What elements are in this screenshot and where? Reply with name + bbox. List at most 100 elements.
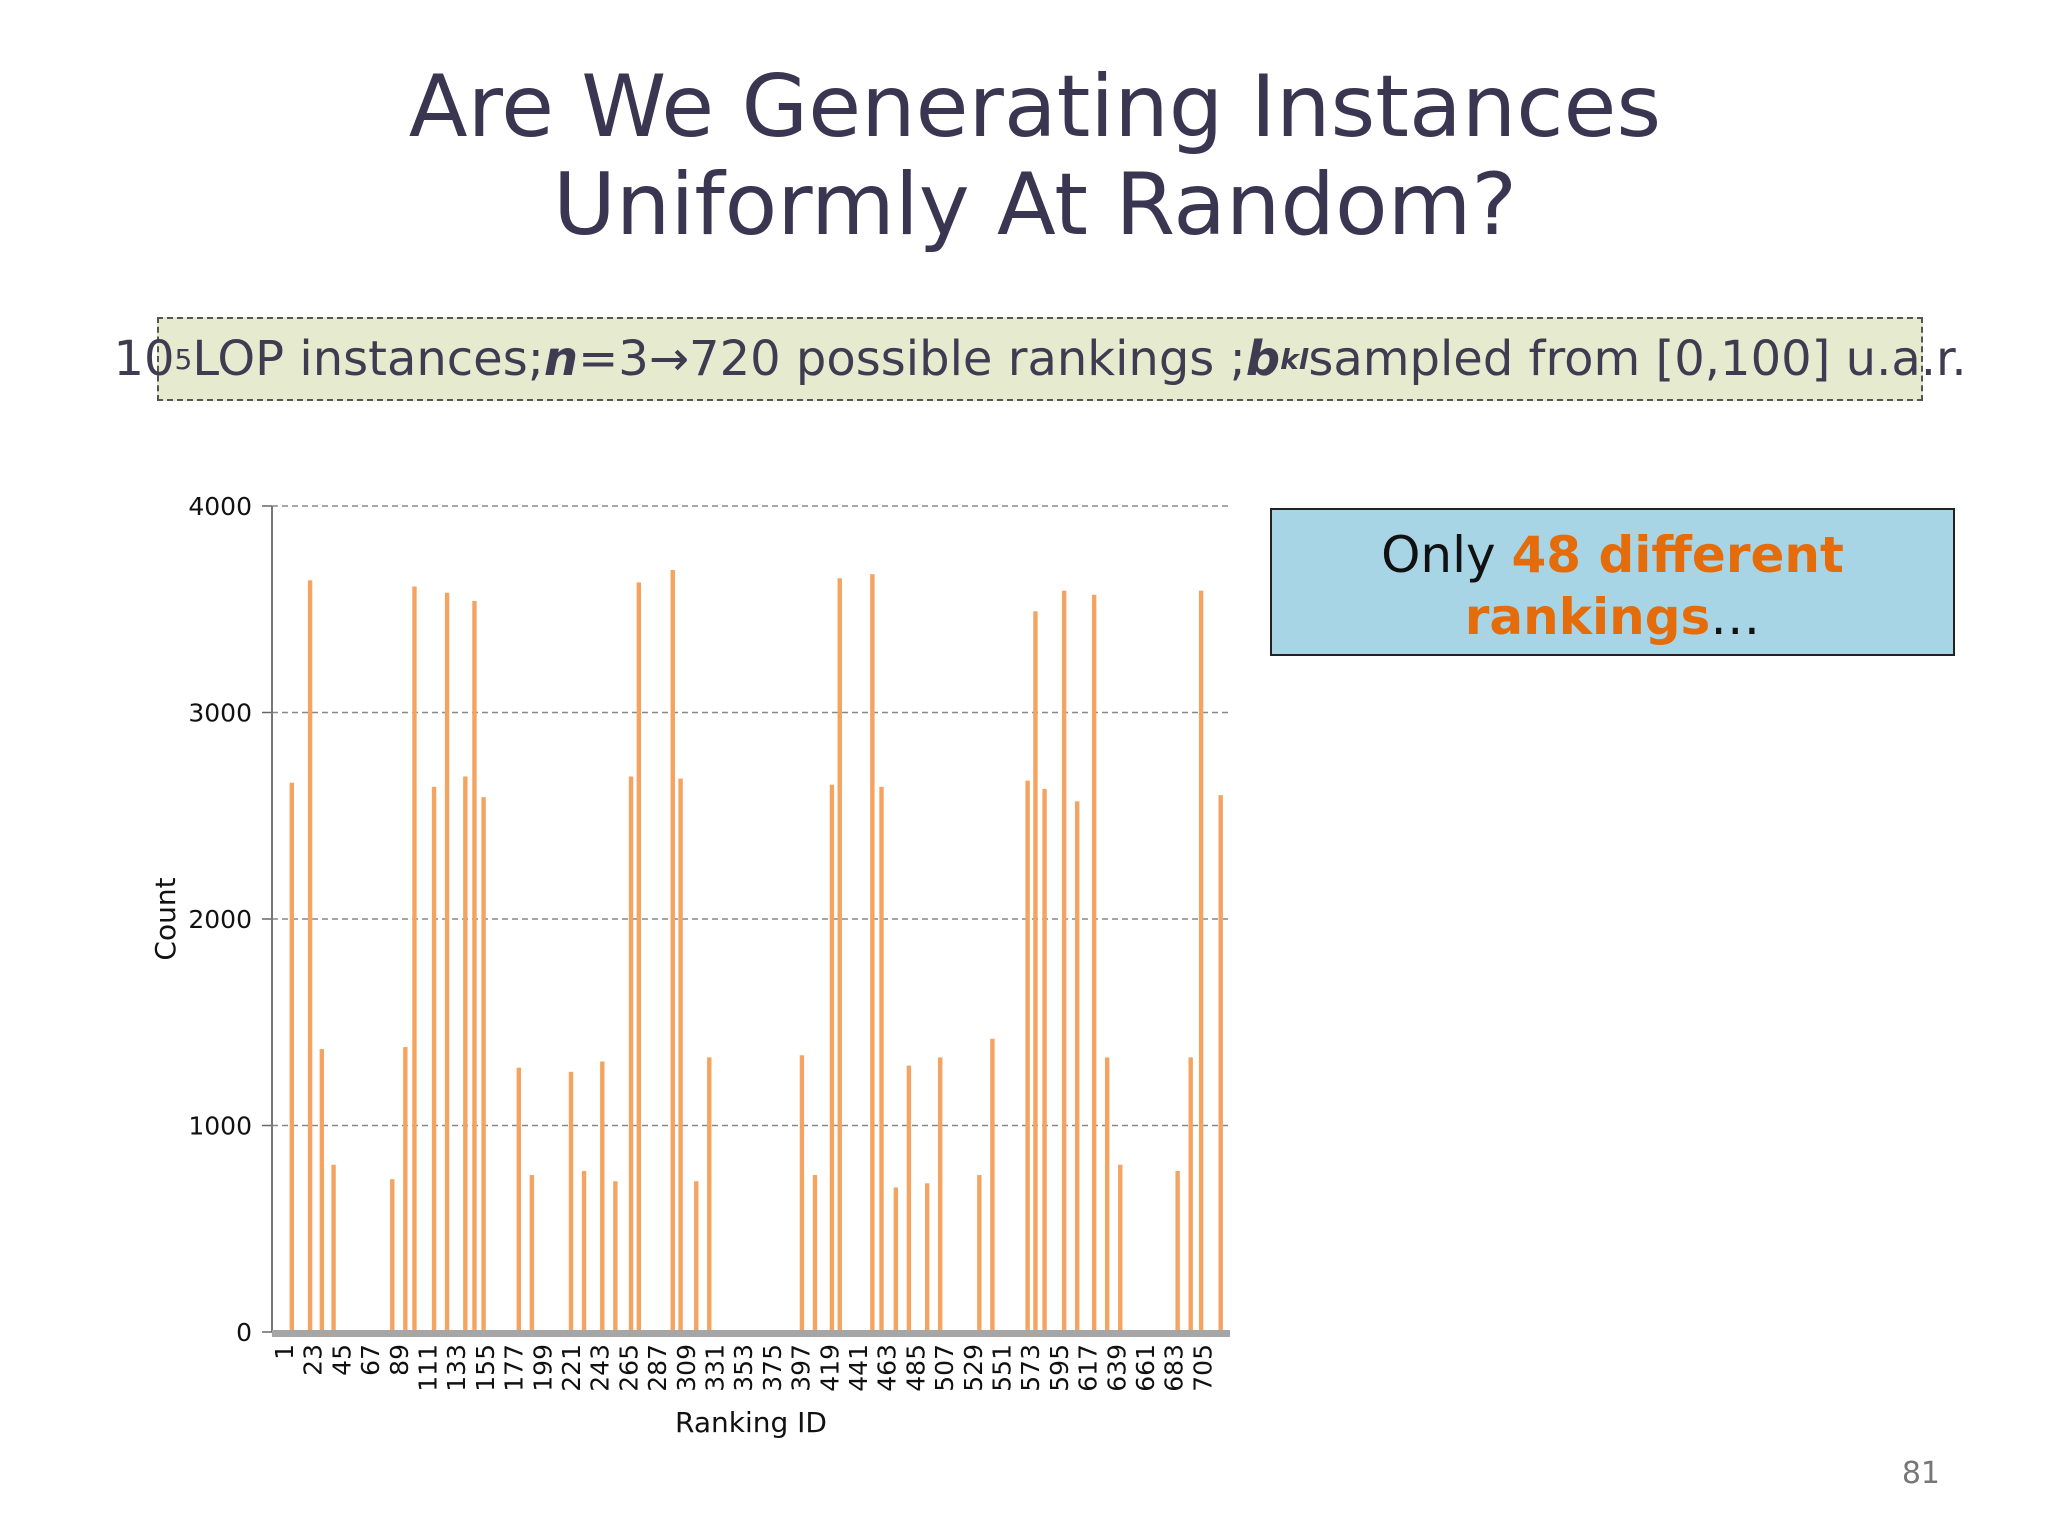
page-number: 81	[1901, 1456, 1940, 1491]
bar	[924, 1183, 930, 1332]
x-tick-label: 639	[1102, 1344, 1131, 1392]
bar	[463, 776, 468, 1332]
bar	[319, 1049, 325, 1332]
x-tick-label: 243	[586, 1344, 615, 1392]
x-axis-title: Ranking ID	[675, 1406, 827, 1439]
info-lop: LOP instances;	[192, 331, 544, 387]
y-axis-title: Count	[149, 877, 182, 960]
slide-title-line-2: Uniformly At Random?	[552, 155, 1518, 255]
slide-title-line-1: Are We Generating Instances	[408, 57, 1662, 157]
chart-tick-labels: 0 1000 2000 3000 4000 1 23 45 67 89 111 133 155 177 19…	[188, 492, 1217, 1392]
bar	[707, 1057, 712, 1332]
info-tail: sampled from [0,100] u.a.r.	[1308, 331, 1967, 387]
bar	[1074, 801, 1080, 1332]
x-tick-label: 485	[901, 1344, 930, 1392]
bar	[529, 1175, 535, 1332]
bar	[1104, 1057, 1110, 1332]
bar	[678, 778, 683, 1332]
x-tick-label: 595	[1045, 1344, 1074, 1392]
bar	[516, 1067, 522, 1332]
x-tick-label: 419	[815, 1344, 844, 1392]
callout-prefix: Only	[1381, 526, 1512, 584]
x-tick-label: 155	[471, 1344, 500, 1392]
bar	[403, 1047, 408, 1332]
bar	[568, 1071, 574, 1332]
callout-suffix: …	[1710, 588, 1761, 646]
x-tick-label: 287	[643, 1344, 672, 1392]
bar	[390, 1179, 395, 1332]
info-b-sub: kl	[1280, 342, 1309, 376]
x-tick-label: 617	[1074, 1344, 1103, 1392]
bar	[1061, 590, 1067, 1332]
info-exponent: 5	[174, 342, 193, 376]
bar	[977, 1175, 982, 1332]
bar	[829, 784, 835, 1332]
x-axis-line	[272, 1330, 1230, 1337]
x-tick-label: 331	[701, 1344, 730, 1392]
bar	[636, 582, 642, 1332]
bar	[1042, 788, 1047, 1332]
x-tick-label: 529	[959, 1344, 988, 1392]
x-tick-label: 23	[299, 1344, 328, 1376]
x-tick-label: 661	[1131, 1344, 1160, 1392]
info-rankings: 720 possible rankings ;	[689, 331, 1246, 387]
x-tick-label: 705	[1188, 1344, 1217, 1392]
bar	[990, 1038, 995, 1332]
bar	[870, 574, 875, 1332]
callout-highlight-1: 48 different	[1511, 526, 1844, 584]
x-tick-label: 397	[787, 1344, 816, 1392]
bar	[444, 592, 450, 1332]
info-base: 10	[113, 331, 175, 387]
bar	[799, 1055, 805, 1332]
x-tick-label: 375	[758, 1344, 787, 1392]
info-n-var: n	[543, 331, 579, 387]
x-tick-label: 463	[873, 1344, 902, 1392]
bar	[893, 1187, 899, 1332]
x-tick-label: 45	[327, 1344, 356, 1376]
y-tick-label: 3000	[188, 699, 252, 728]
bar	[879, 786, 884, 1332]
bar	[812, 1175, 818, 1332]
x-tick-label: 199	[528, 1344, 557, 1392]
bar	[670, 570, 675, 1332]
y-tick-label: 0	[236, 1318, 252, 1347]
bar	[1118, 1164, 1123, 1332]
x-tick-label: 507	[930, 1344, 959, 1392]
callout-box: Only 48 different rankings…	[1270, 508, 1955, 656]
x-tick-label: 111	[414, 1344, 443, 1392]
bar	[289, 782, 295, 1332]
chart-bars	[289, 570, 1223, 1332]
x-tick-label: 67	[356, 1344, 385, 1376]
bar	[613, 1181, 618, 1332]
bar	[694, 1181, 699, 1332]
chart-axes	[271, 506, 1230, 1337]
x-tick-label: 1	[270, 1344, 299, 1360]
callout-highlight-2: rankings	[1464, 588, 1711, 646]
bar	[307, 580, 313, 1332]
y-tick-label: 2000	[188, 905, 252, 934]
bar	[581, 1170, 587, 1332]
info-n-eq: =3	[578, 331, 649, 387]
x-tick-label: 441	[844, 1344, 873, 1392]
slide-title: Are We Generating Instances Uniformly At…	[0, 58, 2048, 254]
bar	[481, 797, 486, 1332]
x-tick-label: 133	[442, 1344, 471, 1392]
x-tick-label: 221	[557, 1344, 586, 1392]
y-tick-label: 1000	[188, 1112, 252, 1141]
x-tick-label: 353	[729, 1344, 758, 1392]
x-tick-label: 683	[1160, 1344, 1189, 1392]
bar	[431, 786, 437, 1332]
bar	[1091, 594, 1097, 1332]
y-tick-label: 4000	[188, 492, 252, 521]
bar	[1033, 611, 1038, 1332]
info-box: 10 5 LOP instances; n =3 → 720 possible ra…	[113, 317, 1967, 401]
bar	[600, 1061, 605, 1332]
x-tick-label: 551	[988, 1344, 1017, 1392]
bar	[1198, 590, 1204, 1332]
chart-gridlines	[262, 505, 1230, 1333]
x-tick-label: 309	[672, 1344, 701, 1392]
bar	[1175, 1170, 1180, 1332]
bar	[1025, 780, 1030, 1332]
bar	[1218, 795, 1223, 1332]
